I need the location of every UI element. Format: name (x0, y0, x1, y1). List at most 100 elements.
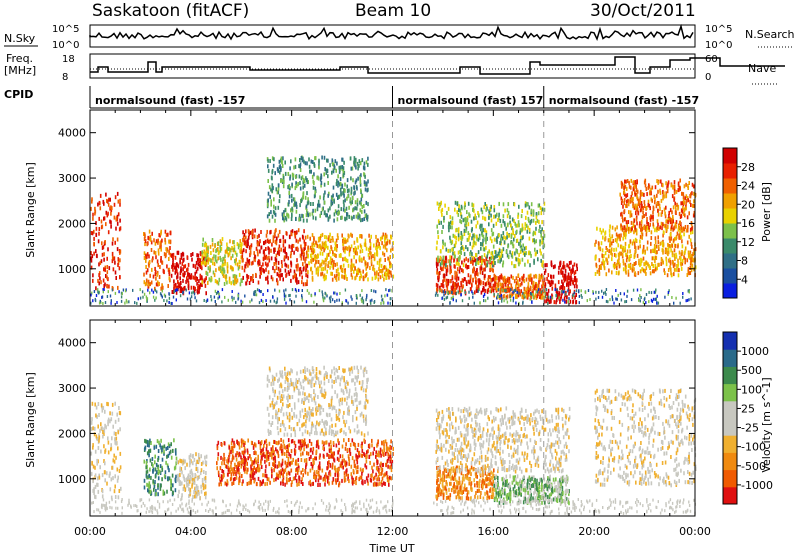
range-gate-cell (264, 261, 267, 266)
range-gate-cell (683, 208, 686, 213)
range-gate-cell (523, 294, 525, 298)
range-gate-cell (625, 220, 628, 225)
range-gate-cell (541, 292, 544, 297)
range-gate-cell (524, 262, 526, 267)
range-gate-cell (219, 239, 222, 244)
range-gate-cell (281, 212, 284, 217)
range-gate-cell (654, 290, 657, 294)
range-gate-cell (458, 208, 460, 212)
range-gate-cell (295, 273, 297, 278)
range-gate-cell (656, 219, 659, 224)
range-gate-cell (499, 241, 501, 245)
range-gate-cell (689, 255, 691, 260)
range-gate-cell (363, 161, 366, 166)
range-gate-cell (595, 290, 597, 294)
range-gate-cell (153, 250, 155, 255)
range-gate-cell (491, 232, 494, 237)
range-gate-cell (642, 244, 645, 249)
range-gate-cell (200, 489, 203, 494)
range-gate-cell (353, 249, 356, 254)
range-gate-cell (630, 254, 632, 258)
range-gate-cell (229, 247, 231, 252)
range-gate-cell (692, 184, 695, 189)
range-gate-cell (681, 258, 684, 263)
range-gate-cell (359, 161, 362, 166)
range-gate-cell (324, 235, 326, 239)
range-gate-cell (201, 280, 204, 285)
range-gate-cell (627, 269, 630, 274)
range-gate-cell (289, 268, 292, 273)
range-gate-cell (461, 268, 463, 273)
range-gate-cell (198, 474, 201, 479)
range-gate-cell (505, 279, 507, 284)
range-gate-cell (147, 488, 149, 493)
range-gate-cell (217, 251, 220, 256)
range-gate-cell (449, 248, 451, 253)
range-gate-cell (365, 298, 367, 302)
range-gate-cell (630, 298, 633, 302)
range-gate-cell (194, 271, 196, 276)
range-gate-cell (285, 217, 288, 222)
range-gate-cell (245, 229, 247, 234)
range-gate-cell (255, 443, 257, 448)
range-gate-cell (580, 289, 582, 293)
range-gate-cell (213, 273, 216, 278)
range-gate-cell (463, 217, 466, 222)
range-gate-cell (318, 289, 321, 293)
range-gate-cell (291, 198, 293, 203)
range-gate-cell (192, 285, 195, 290)
range-gate-cell (525, 215, 527, 220)
range-gate-cell (198, 285, 201, 290)
range-gate-cell (318, 203, 321, 208)
range-gate-cell (270, 256, 273, 261)
range-gate-cell (316, 255, 318, 260)
range-gate-cell (669, 208, 672, 213)
range-gate-cell (327, 245, 329, 250)
nave-bottom-tick: 0 (705, 72, 711, 83)
range-gate-cell (147, 262, 150, 267)
range-gate-cell (521, 248, 524, 253)
range-gate-cell (267, 198, 269, 203)
range-gate-cell (330, 271, 332, 276)
range-gate-cell (454, 288, 457, 292)
range-gate-cell (471, 283, 473, 288)
range-gate-cell (97, 288, 99, 292)
range-gate-cell (469, 278, 472, 283)
range-gate-cell (306, 289, 309, 293)
range-gate-cell (282, 277, 284, 282)
range-gate-cell (678, 235, 680, 240)
range-gate-cell (157, 467, 160, 471)
range-gate-cell (248, 261, 251, 266)
range-gate-cell (500, 255, 502, 260)
range-gate-cell (493, 283, 496, 288)
range-gate-cell (502, 214, 505, 219)
range-gate-cell (355, 259, 357, 264)
range-gate-cell (230, 248, 232, 253)
range-gate-cell (496, 295, 499, 299)
range-gate-cell (346, 189, 349, 193)
range-gate-cell (290, 217, 293, 221)
range-gate-cell (195, 452, 197, 457)
range-gate-cell (373, 289, 375, 293)
range-gate-cell (337, 195, 340, 199)
range-gate-cell (667, 292, 669, 296)
range-gate-cell (302, 218, 305, 223)
range-gate-cell (305, 213, 308, 218)
range-gate-cell (437, 275, 439, 280)
range-gate-cell (342, 240, 345, 244)
range-gate-cell (548, 300, 551, 304)
range-gate-cell (635, 239, 638, 243)
range-gate-cell (267, 262, 269, 267)
range-gate-cell (384, 245, 387, 250)
range-gate-cell (282, 248, 285, 253)
range-gate-cell (663, 207, 666, 212)
range-gate-cell (280, 159, 283, 164)
range-gate-cell (630, 213, 633, 218)
range-gate-cell (616, 266, 618, 271)
range-gate-cell (145, 265, 147, 269)
range-gate-cell (257, 252, 259, 257)
range-gate-cell (457, 261, 459, 266)
range-gate-cell (224, 249, 227, 254)
range-gate-cell (107, 247, 109, 252)
range-gate-cell (530, 218, 533, 223)
